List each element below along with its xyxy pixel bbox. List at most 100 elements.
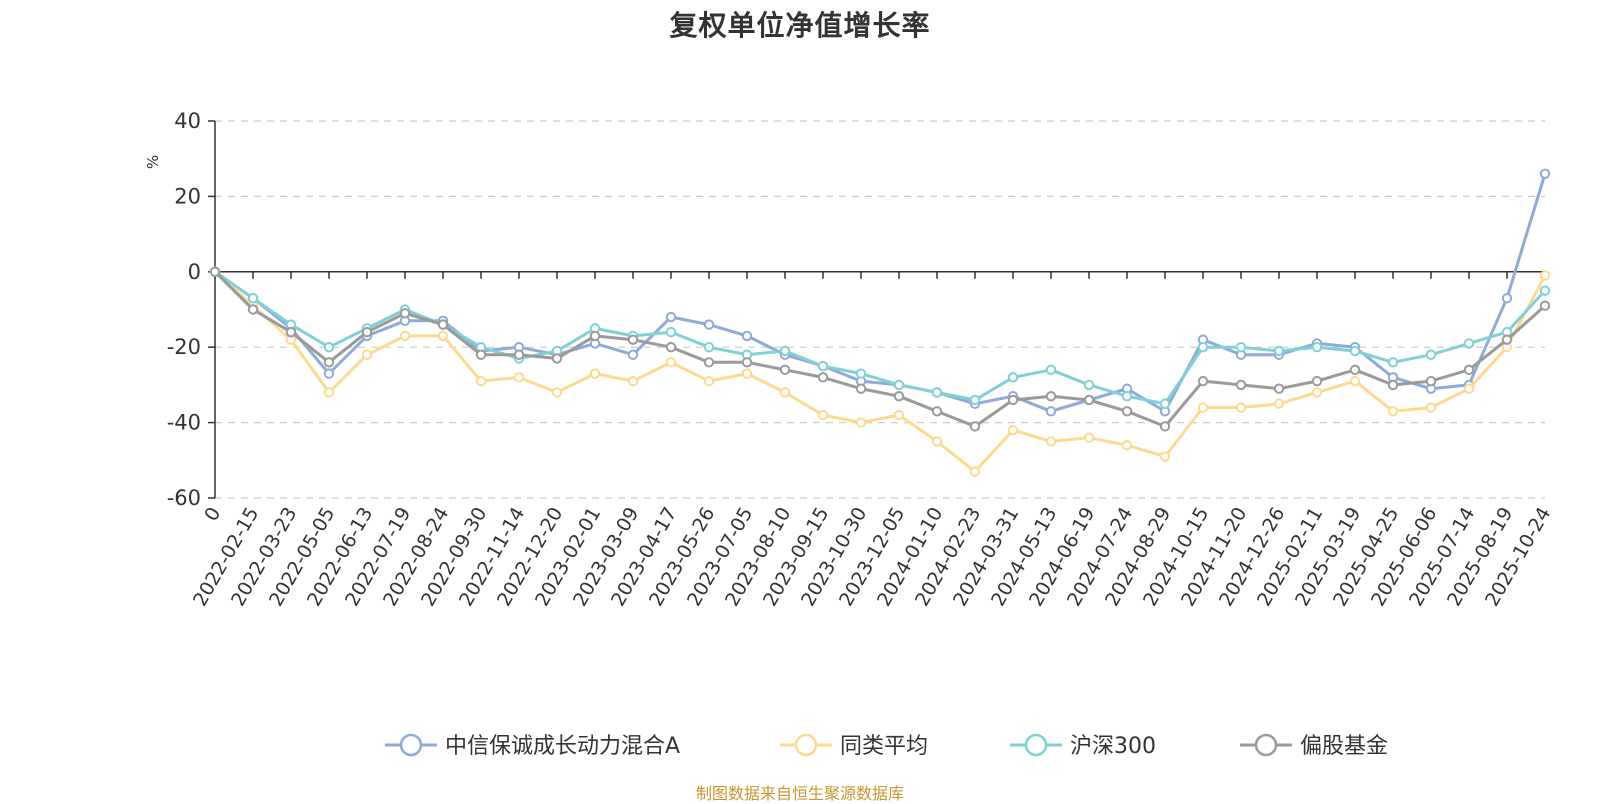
data-point[interactable] bbox=[1539, 168, 1551, 179]
data-point[interactable] bbox=[247, 304, 259, 315]
data-point[interactable] bbox=[969, 421, 981, 432]
data-point[interactable] bbox=[1349, 375, 1361, 387]
data-point[interactable] bbox=[1159, 398, 1171, 409]
data-point[interactable] bbox=[1121, 406, 1133, 417]
data-point[interactable] bbox=[1273, 383, 1285, 394]
data-point[interactable] bbox=[323, 387, 335, 398]
legend-item[interactable]: 同类平均 bbox=[780, 733, 928, 759]
data-point[interactable] bbox=[1045, 406, 1057, 417]
legend[interactable]: 中信保诚成长动力混合A 同类平均 沪深300 偏股基金 bbox=[385, 733, 1388, 759]
data-point[interactable] bbox=[665, 357, 677, 368]
data-point[interactable] bbox=[361, 349, 373, 360]
data-point[interactable] bbox=[1387, 406, 1399, 417]
data-point[interactable] bbox=[931, 387, 943, 398]
data-point[interactable] bbox=[399, 330, 411, 342]
data-point[interactable] bbox=[437, 330, 449, 342]
data-point[interactable] bbox=[1463, 383, 1475, 394]
data-point[interactable] bbox=[855, 417, 867, 428]
data-point[interactable] bbox=[1197, 342, 1209, 353]
data-point[interactable] bbox=[1425, 349, 1437, 360]
data-point[interactable] bbox=[1159, 451, 1171, 462]
data-point[interactable] bbox=[665, 311, 677, 323]
data-point[interactable] bbox=[1083, 432, 1095, 443]
data-point[interactable] bbox=[589, 368, 601, 379]
data-point[interactable] bbox=[1045, 436, 1057, 447]
data-point[interactable] bbox=[1045, 391, 1057, 402]
data-point[interactable] bbox=[1273, 398, 1285, 409]
data-point[interactable] bbox=[1349, 345, 1361, 357]
data-point[interactable] bbox=[1311, 387, 1323, 398]
data-point[interactable] bbox=[703, 375, 715, 387]
data-point[interactable] bbox=[817, 360, 829, 372]
data-point[interactable] bbox=[1197, 375, 1209, 387]
data-point[interactable] bbox=[1425, 402, 1437, 413]
data-point[interactable] bbox=[703, 342, 715, 353]
data-point[interactable] bbox=[931, 436, 943, 447]
data-point[interactable] bbox=[551, 387, 563, 398]
data-point[interactable] bbox=[741, 357, 753, 368]
data-point[interactable] bbox=[893, 391, 905, 402]
data-point[interactable] bbox=[779, 387, 791, 398]
data-point[interactable] bbox=[1159, 421, 1171, 432]
data-point[interactable] bbox=[323, 357, 335, 368]
data-point[interactable] bbox=[1197, 402, 1209, 413]
data-point[interactable] bbox=[703, 319, 715, 330]
data-point[interactable] bbox=[1501, 292, 1513, 304]
data-point[interactable] bbox=[1501, 334, 1513, 345]
legend-item[interactable]: 中信保诚成长动力混合A bbox=[385, 733, 680, 759]
data-point[interactable] bbox=[1539, 285, 1551, 296]
data-point[interactable] bbox=[1045, 364, 1057, 376]
data-point[interactable] bbox=[665, 342, 677, 353]
data-point[interactable] bbox=[817, 409, 829, 421]
data-point[interactable] bbox=[1539, 300, 1551, 311]
data-point[interactable] bbox=[1425, 375, 1437, 387]
legend-item[interactable]: 偏股基金 bbox=[1240, 733, 1388, 759]
data-point[interactable] bbox=[969, 394, 981, 406]
data-point[interactable] bbox=[931, 406, 943, 417]
data-point[interactable] bbox=[1083, 394, 1095, 406]
data-point[interactable] bbox=[1387, 379, 1399, 391]
data-point[interactable] bbox=[1007, 394, 1019, 406]
data-point[interactable] bbox=[969, 466, 981, 477]
legend-item[interactable]: 沪深300 bbox=[1010, 733, 1156, 759]
data-point[interactable] bbox=[1007, 424, 1019, 436]
data-point[interactable] bbox=[855, 368, 867, 379]
data-point[interactable] bbox=[665, 326, 677, 338]
data-point[interactable] bbox=[1463, 338, 1475, 349]
data-point[interactable] bbox=[589, 330, 601, 342]
data-point[interactable] bbox=[703, 357, 715, 368]
data-point[interactable] bbox=[741, 330, 753, 342]
data-point[interactable] bbox=[209, 266, 221, 277]
data-point[interactable] bbox=[855, 383, 867, 394]
data-point[interactable] bbox=[1121, 391, 1133, 402]
data-point[interactable] bbox=[285, 326, 297, 338]
data-point[interactable] bbox=[1121, 440, 1133, 451]
data-point[interactable] bbox=[1083, 379, 1095, 391]
data-point[interactable] bbox=[817, 372, 829, 383]
data-point[interactable] bbox=[1235, 379, 1247, 391]
data-point[interactable] bbox=[1463, 364, 1475, 376]
data-point[interactable] bbox=[513, 349, 525, 360]
data-point[interactable] bbox=[1311, 342, 1323, 353]
data-point[interactable] bbox=[361, 326, 373, 338]
data-point[interactable] bbox=[1007, 372, 1019, 383]
data-point[interactable] bbox=[1311, 375, 1323, 387]
data-point[interactable] bbox=[1235, 342, 1247, 353]
data-point[interactable] bbox=[627, 349, 639, 360]
data-point[interactable] bbox=[1539, 270, 1551, 281]
data-point[interactable] bbox=[779, 364, 791, 376]
data-point[interactable] bbox=[741, 368, 753, 379]
data-point[interactable] bbox=[1273, 345, 1285, 357]
data-point[interactable] bbox=[779, 345, 791, 357]
data-point[interactable] bbox=[893, 379, 905, 391]
data-point[interactable] bbox=[893, 409, 905, 421]
data-point[interactable] bbox=[513, 372, 525, 383]
data-point[interactable] bbox=[1387, 357, 1399, 368]
data-point[interactable] bbox=[323, 368, 335, 379]
data-point[interactable] bbox=[437, 319, 449, 330]
data-point[interactable] bbox=[551, 353, 563, 364]
data-point[interactable] bbox=[1349, 364, 1361, 376]
data-point[interactable] bbox=[399, 308, 411, 319]
data-point[interactable] bbox=[627, 375, 639, 387]
data-point[interactable] bbox=[247, 292, 259, 304]
